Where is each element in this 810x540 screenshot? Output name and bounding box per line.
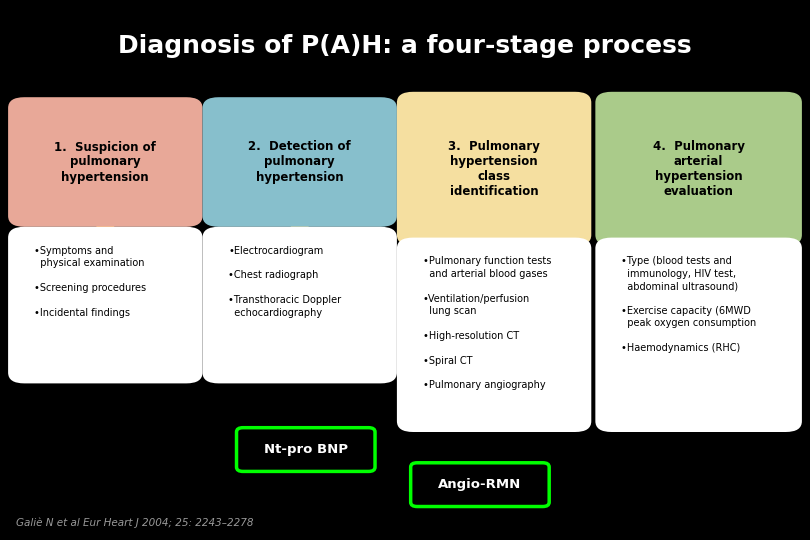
Text: •Type (blood tests and
  immunology, HIV test,
  abdominal ultrasound)

•Exercis: •Type (blood tests and immunology, HIV t… (621, 256, 757, 353)
Text: •Pulmonary function tests
  and arterial blood gases

•Ventilation/perfusion
  l: •Pulmonary function tests and arterial b… (423, 256, 551, 390)
Text: 3.  Pulmonary
hypertension
class
identification: 3. Pulmonary hypertension class identifi… (448, 140, 540, 198)
FancyBboxPatch shape (595, 92, 802, 246)
Text: 4.  Pulmonary
arterial
hypertension
evaluation: 4. Pulmonary arterial hypertension evalu… (653, 140, 744, 198)
Polygon shape (679, 238, 718, 319)
FancyBboxPatch shape (411, 463, 549, 507)
Text: Galiè N et al Eur Heart J 2004; 25: 2243–2278: Galiè N et al Eur Heart J 2004; 25: 2243… (16, 518, 254, 528)
Text: •Electrocardiogram

•Chest radiograph

•Transthoracic Doppler
  echocardiography: •Electrocardiogram •Chest radiograph •Tr… (228, 246, 342, 318)
Text: 2.  Detection of
pulmonary
hypertension: 2. Detection of pulmonary hypertension (249, 140, 351, 184)
Text: 1.  Suspicion of
pulmonary
hypertension: 1. Suspicion of pulmonary hypertension (54, 140, 156, 184)
Text: •Symptoms and
  physical examination

•Screening procedures

•Incidental finding: •Symptoms and physical examination •Scre… (34, 246, 146, 318)
Text: Nt-pro BNP: Nt-pro BNP (264, 443, 347, 456)
Text: Angio-RMN: Angio-RMN (438, 478, 522, 491)
FancyBboxPatch shape (202, 227, 397, 383)
FancyBboxPatch shape (397, 238, 591, 432)
FancyBboxPatch shape (237, 428, 375, 471)
Polygon shape (475, 238, 514, 319)
FancyBboxPatch shape (8, 97, 202, 227)
FancyBboxPatch shape (397, 92, 591, 246)
Text: Diagnosis of P(A)H: a four-stage process: Diagnosis of P(A)H: a four-stage process (118, 34, 692, 58)
FancyBboxPatch shape (202, 97, 397, 227)
Polygon shape (86, 219, 125, 313)
FancyBboxPatch shape (595, 238, 802, 432)
Polygon shape (280, 219, 319, 313)
FancyBboxPatch shape (8, 227, 202, 383)
